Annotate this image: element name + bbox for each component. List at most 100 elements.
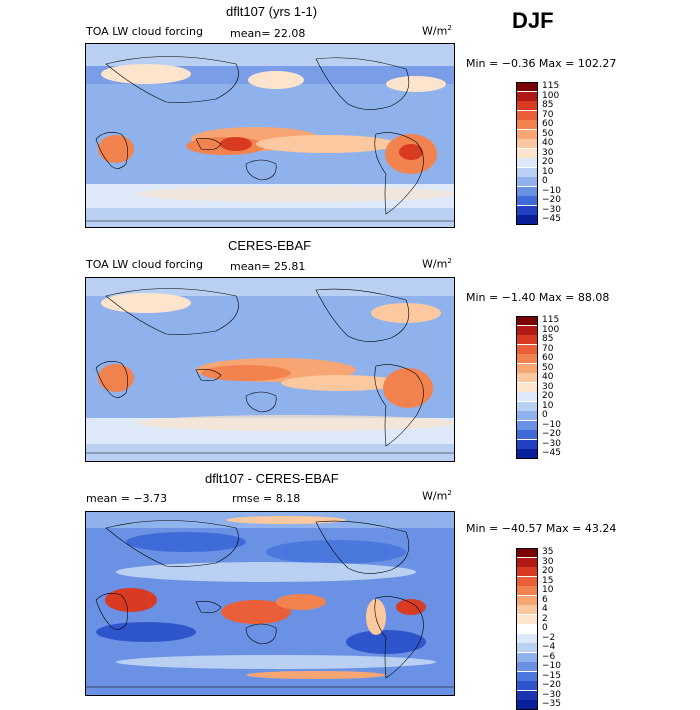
- colorbar-tick-label: −6: [542, 651, 556, 662]
- colorbar-tick-label: 0: [542, 176, 548, 186]
- colorbar-tick-label: −10: [542, 419, 561, 430]
- colorbar-tick-label: 100: [542, 90, 560, 101]
- colorbar-swatch: [516, 392, 538, 401]
- panel1-units-base: W/m: [422, 24, 448, 38]
- panel1-units: W/m2: [422, 24, 452, 38]
- colorbar-swatch: [516, 196, 538, 205]
- colorbar-tick-label: 2: [542, 613, 548, 624]
- colorbar-tick-label: 50: [542, 362, 554, 373]
- panel1-variable: TOA LW cloud forcing: [86, 25, 203, 38]
- colorbar-tick-label: 85: [542, 334, 554, 344]
- colorbar-tick-label: −20: [542, 195, 561, 205]
- colorbar-tick-label: 115: [542, 315, 560, 325]
- colorbar-swatch: [516, 167, 538, 177]
- colorbar-swatch: [516, 316, 538, 325]
- colorbar-tick-label: −30: [542, 204, 561, 215]
- colorbar-tick-label: 60: [542, 119, 554, 129]
- colorbar-swatch: [516, 605, 538, 614]
- colorbar-tick-label: −4: [542, 642, 556, 652]
- colorbar-frame: [516, 316, 538, 459]
- colorbar-tick-label: −10: [542, 185, 561, 196]
- colorbar-tick-label: 35: [542, 547, 554, 557]
- colorbar-swatch: [516, 614, 538, 624]
- colorbar-swatch: [516, 430, 538, 439]
- colorbar-swatch: [516, 420, 538, 430]
- colorbar-swatch: [516, 595, 538, 605]
- colorbar-tick-label: −45: [542, 448, 561, 458]
- colorbar-swatch: [516, 643, 538, 652]
- panel3-rmse: rmse = 8.18: [232, 492, 301, 505]
- colorbar-tick-label: 85: [542, 100, 554, 110]
- colorbar-tick-label: 100: [542, 324, 560, 335]
- colorbar-swatch: [516, 681, 538, 690]
- panel3-units-exp: 2: [447, 489, 452, 497]
- colorbar-swatch: [516, 567, 538, 576]
- colorbar-swatch: [516, 91, 538, 101]
- colorbar-tick-label: 50: [542, 128, 554, 139]
- colorbar-tick-label: −30: [542, 689, 561, 700]
- colorbar-swatch: [516, 586, 538, 595]
- panel2-variable: TOA LW cloud forcing: [86, 258, 203, 271]
- colorbar-swatch: [516, 215, 538, 224]
- colorbar-tick-label: −30: [542, 438, 561, 449]
- panel2-map-svg: [86, 278, 454, 461]
- colorbar-swatch: [516, 548, 538, 557]
- panel1-units-exp: 2: [447, 24, 452, 32]
- colorbar-swatch: [516, 158, 538, 167]
- colorbar-swatch: [516, 335, 538, 344]
- colorbar-swatch: [516, 363, 538, 373]
- colorbar-swatch: [516, 344, 538, 354]
- colorbar-tick-label: 10: [542, 400, 554, 411]
- colorbar-swatch: [516, 101, 538, 110]
- colorbar-tick-label: 20: [542, 391, 554, 401]
- panel1-title: dflt107 (yrs 1-1): [226, 4, 318, 19]
- colorbar-swatch: [516, 401, 538, 411]
- colorbar-swatch: [516, 439, 538, 449]
- colorbar-swatch: [516, 82, 538, 91]
- panel2-units: W/m2: [422, 257, 452, 271]
- colorbar-tick-label: −20: [542, 680, 561, 690]
- panel3-map: [85, 511, 455, 696]
- colorbar-swatch: [516, 671, 538, 681]
- colorbar-swatch: [516, 129, 538, 139]
- colorbar-swatch: [516, 557, 538, 567]
- colorbar-tick-label: 10: [542, 166, 554, 177]
- panel3-minmax: Min = −40.57 Max = 43.24: [466, 522, 617, 535]
- colorbar-swatch: [516, 186, 538, 196]
- colorbar-tick-label: −15: [542, 670, 561, 681]
- panel2-minmax: Min = −1.40 Max = 88.08: [466, 291, 610, 304]
- colorbar-swatch: [516, 354, 538, 363]
- colorbar-tick-label: 0: [542, 410, 548, 420]
- colorbar-tick-label: 70: [542, 343, 554, 354]
- panel2-mean: mean= 25.81: [230, 260, 306, 273]
- colorbar-tick-label: 6: [542, 594, 548, 605]
- colorbar-tick-label: −45: [542, 214, 561, 224]
- colorbar-tick-label: 30: [542, 147, 554, 158]
- colorbar-swatch: [516, 148, 538, 158]
- panel1-map-svg: [86, 44, 454, 227]
- colorbar-tick-label: 0: [542, 623, 548, 633]
- colorbar-tick-label: 15: [542, 575, 554, 586]
- colorbar-swatch: [516, 139, 538, 148]
- colorbar-tick-label: 4: [542, 604, 548, 614]
- colorbar-swatch: [516, 624, 538, 633]
- colorbar-tick-label: 115: [542, 81, 560, 91]
- colorbar-swatch: [516, 325, 538, 335]
- colorbar-swatch: [516, 449, 538, 458]
- colorbar-swatch: [516, 177, 538, 186]
- panel2-units-base: W/m: [422, 257, 448, 271]
- colorbar-swatch: [516, 382, 538, 392]
- colorbar-swatch: [516, 373, 538, 382]
- colorbar-swatch: [516, 633, 538, 643]
- colorbar-tick-label: 70: [542, 109, 554, 120]
- panel2-map: [85, 277, 455, 462]
- panel3-map-svg: [86, 512, 454, 695]
- colorbar-tick-label: −10: [542, 661, 561, 671]
- colorbar-tick-label: −2: [542, 632, 556, 643]
- panel2-title: CERES-EBAF: [228, 238, 312, 253]
- panel2-units-exp: 2: [447, 257, 452, 265]
- panel1-map: [85, 43, 455, 228]
- colorbar-tick-label: 20: [542, 157, 554, 167]
- colorbar-frame: [516, 82, 538, 225]
- colorbar-swatch: [516, 690, 538, 700]
